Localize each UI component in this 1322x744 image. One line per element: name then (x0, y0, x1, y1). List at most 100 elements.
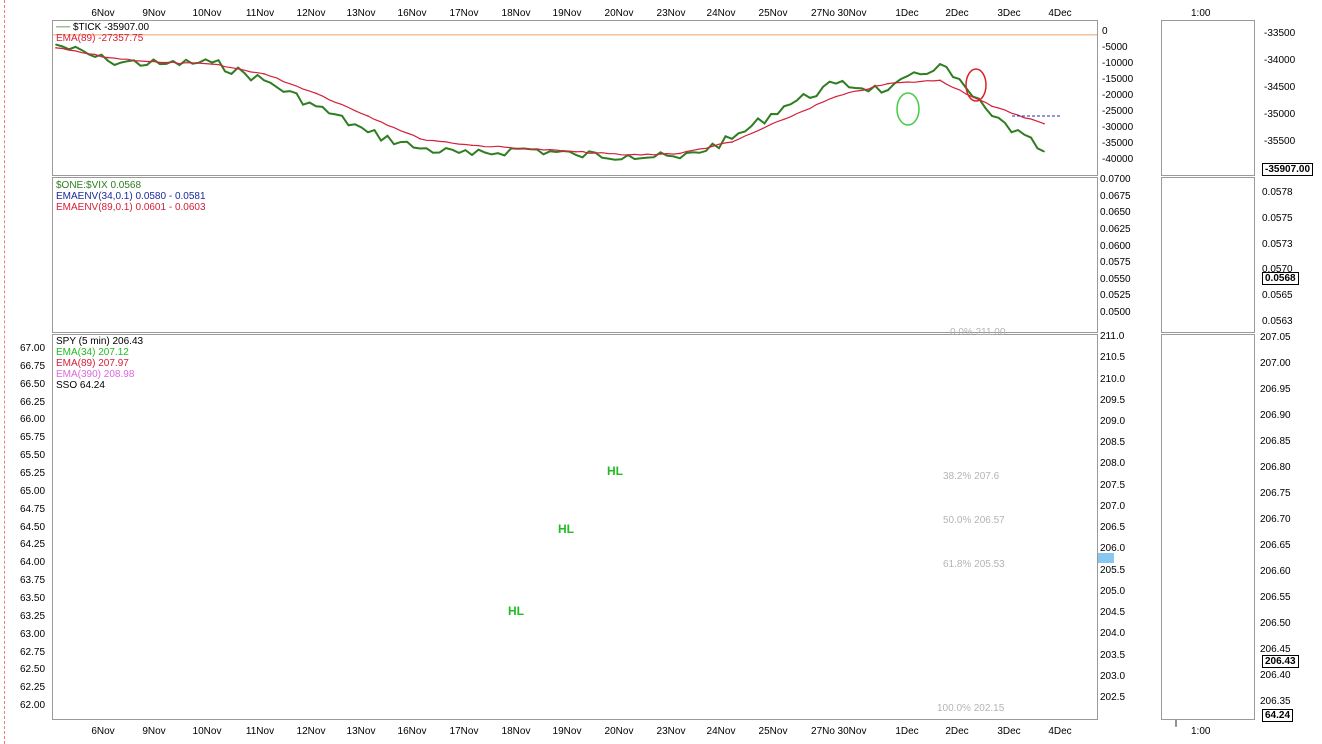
vix-mini-tick-label: 0.0573 (1262, 238, 1293, 250)
vix-tick-label: 0.0500 (1100, 307, 1131, 318)
spy-mini-tick-label: 207.05 (1260, 332, 1291, 343)
sso-tick-label: 65.00 (20, 485, 46, 497)
tick-mini-tick-label: -35000 (1264, 109, 1296, 120)
spy-mini-tick-label: 206.90 (1260, 410, 1291, 421)
fib-label-382: 38.2% 207.6 (943, 471, 1000, 482)
date-bottom-label: 30Nov (837, 726, 867, 737)
spy-tick-label: 209.5 (1100, 394, 1126, 406)
fib-label-618: 61.8% 205.53 (943, 559, 1005, 570)
fib-label-50: 50.0% 206.57 (943, 515, 1005, 526)
spy-mini-panel (1161, 334, 1255, 720)
sso-tick-label: 64.50 (20, 521, 46, 533)
date-bottom-label: 24Nov (706, 726, 736, 737)
vix-panel (52, 177, 1098, 333)
tick-ema-legend-text: EMA(89) -27357.75 (56, 33, 144, 44)
date-bottom-label: 10Nov (192, 726, 222, 737)
vix-tick-label: 0.0700 (1100, 174, 1131, 185)
sso-tick-label: 65.25 (20, 467, 46, 479)
spy-mini-tick-label: 206.50 (1260, 618, 1291, 629)
session-divider (4, 0, 5, 744)
tick-tick-label: -40000 (1102, 154, 1134, 165)
sso-tick-label: 62.00 (20, 700, 46, 711)
spy-legend-5: SSO 64.24 (56, 380, 105, 391)
vix-mini-tick-label: 0.0578 (1262, 187, 1293, 198)
spy-mini-tick-label: 206.45 (1260, 644, 1291, 655)
spy-legend-4: EMA(390) 208.98 (56, 369, 134, 380)
tick-tick-label: 0 (1102, 26, 1108, 37)
legend-swatch-icon: ── (56, 22, 73, 33)
date-top-label: 25Nov (758, 8, 788, 19)
tick-mini-tick-label: -34000 (1264, 55, 1296, 66)
vix-ema34-legend-text: EMAENV(34,0.1) 0.0580 - 0.0581 (56, 191, 206, 202)
spy-legend-text: SPY (5 min) 206.43 (56, 336, 144, 347)
spy-tick-label: 205.5 (1100, 564, 1126, 576)
tick-legend-2: EMA(89) -27357.75 (56, 33, 143, 44)
tick-legend-1: ── $TICK -35907.00 (56, 22, 149, 33)
vix-tick-label: 0.0650 (1100, 207, 1131, 219)
spy-mini-tick-label: 206.75 (1260, 488, 1291, 499)
date-bottom-label: 1Dec (895, 726, 919, 737)
tick-legend-text: $TICK -35907.00 (72, 22, 150, 33)
date-bottom-label: 27No (811, 726, 835, 737)
vix-tick-label: 0.0600 (1100, 240, 1131, 252)
spy-last-value: 206.43 (1262, 655, 1299, 668)
tick-tick-label: -25000 (1102, 106, 1134, 117)
mini-time-label-top: 1:00 (1191, 8, 1211, 19)
spy-mini-tick-label: 206.55 (1260, 592, 1291, 603)
hl-annotation-1: HL (607, 464, 623, 478)
spy-tick-label: 204.5 (1100, 607, 1126, 619)
sso-tick-label: 66.75 (20, 360, 46, 372)
date-top-label: 10Nov (192, 8, 222, 19)
spy-legend-3: EMA(89) 207.97 (56, 358, 129, 369)
spy-tick-label: 208.0 (1100, 458, 1126, 470)
vix-ema89-legend-text: EMAENV(89,0.1) 0.0601 - 0.0603 (56, 202, 206, 213)
tick-mini-tick-label: -34500 (1264, 82, 1296, 93)
spy-ema89-legend-text: EMA(89) 207.97 (56, 358, 129, 369)
spy-tick-label: 210.5 (1100, 352, 1126, 364)
date-bottom-label: 25Nov (758, 726, 788, 737)
tick-tick-label: -30000 (1102, 122, 1134, 133)
vix-legend-text: $ONE:$VIX 0.0568 (56, 180, 142, 191)
tick-last-value: -35907.00 (1262, 163, 1314, 176)
spy-ema390-legend-text: EMA(390) 208.98 (56, 369, 135, 380)
date-bottom-label: 9Nov (142, 726, 166, 737)
vix-tick-label: 0.0625 (1100, 223, 1131, 235)
sso-tick-label: 65.50 (20, 450, 46, 462)
date-bottom-label: 11Nov (245, 726, 275, 737)
date-top-label: 6Nov (91, 8, 115, 19)
date-bottom-label: 13Nov (346, 726, 376, 737)
tick-tick-label: -35000 (1102, 138, 1134, 149)
tick-panel (52, 20, 1098, 176)
vix-legend-3: EMAENV(89,0.1) 0.0601 - 0.0603 (56, 202, 206, 213)
vix-mini-tick-label: 0.0565 (1262, 290, 1293, 302)
spy-tick-label: 203.5 (1100, 649, 1126, 661)
date-bottom-label: 3Dec (997, 726, 1021, 737)
spy-mini-tick-label: 206.80 (1260, 462, 1291, 473)
date-top-label: 2Dec (945, 8, 969, 19)
spy-legend-1: SPY (5 min) 206.43 (56, 336, 143, 347)
date-top-label: 16Nov (397, 8, 427, 19)
spy-mini-tick-label: 206.85 (1260, 436, 1291, 447)
spy-mini-tick-label: 206.60 (1260, 566, 1291, 577)
sso-tick-label: 66.25 (20, 396, 46, 408)
spy-legend-2: EMA(34) 207.12 (56, 347, 129, 358)
date-top-label: 20Nov (604, 8, 634, 19)
tick-tick-label: -20000 (1102, 90, 1134, 101)
spy-panel (52, 334, 1098, 720)
fib-label-100: 100.0% 202.15 (937, 703, 1005, 714)
vix-tick-label: 0.0525 (1100, 290, 1131, 302)
sso-legend-text: SSO 64.24 (56, 380, 105, 391)
spy-tick-label: 207.5 (1100, 479, 1126, 491)
spy-ema34-legend-text: EMA(34) 207.12 (56, 347, 129, 358)
date-bottom-label: 2Dec (945, 726, 969, 737)
sso-tick-label: 62.25 (20, 682, 46, 694)
sso-tick-label: 63.00 (20, 628, 46, 640)
fib-label-0: 0.0% 211.00 (950, 327, 1006, 338)
spy-mini-tick-label: 206.70 (1260, 514, 1291, 525)
date-top-label: 3Dec (997, 8, 1021, 19)
date-top-label: 1Dec (895, 8, 919, 19)
sso-tick-label: 63.50 (20, 592, 46, 604)
mini-time-label-bottom: 1:00 (1191, 726, 1211, 737)
vix-last-value: 0.0568 (1262, 272, 1299, 285)
spy-mini-tick-label: 207.00 (1260, 358, 1291, 369)
